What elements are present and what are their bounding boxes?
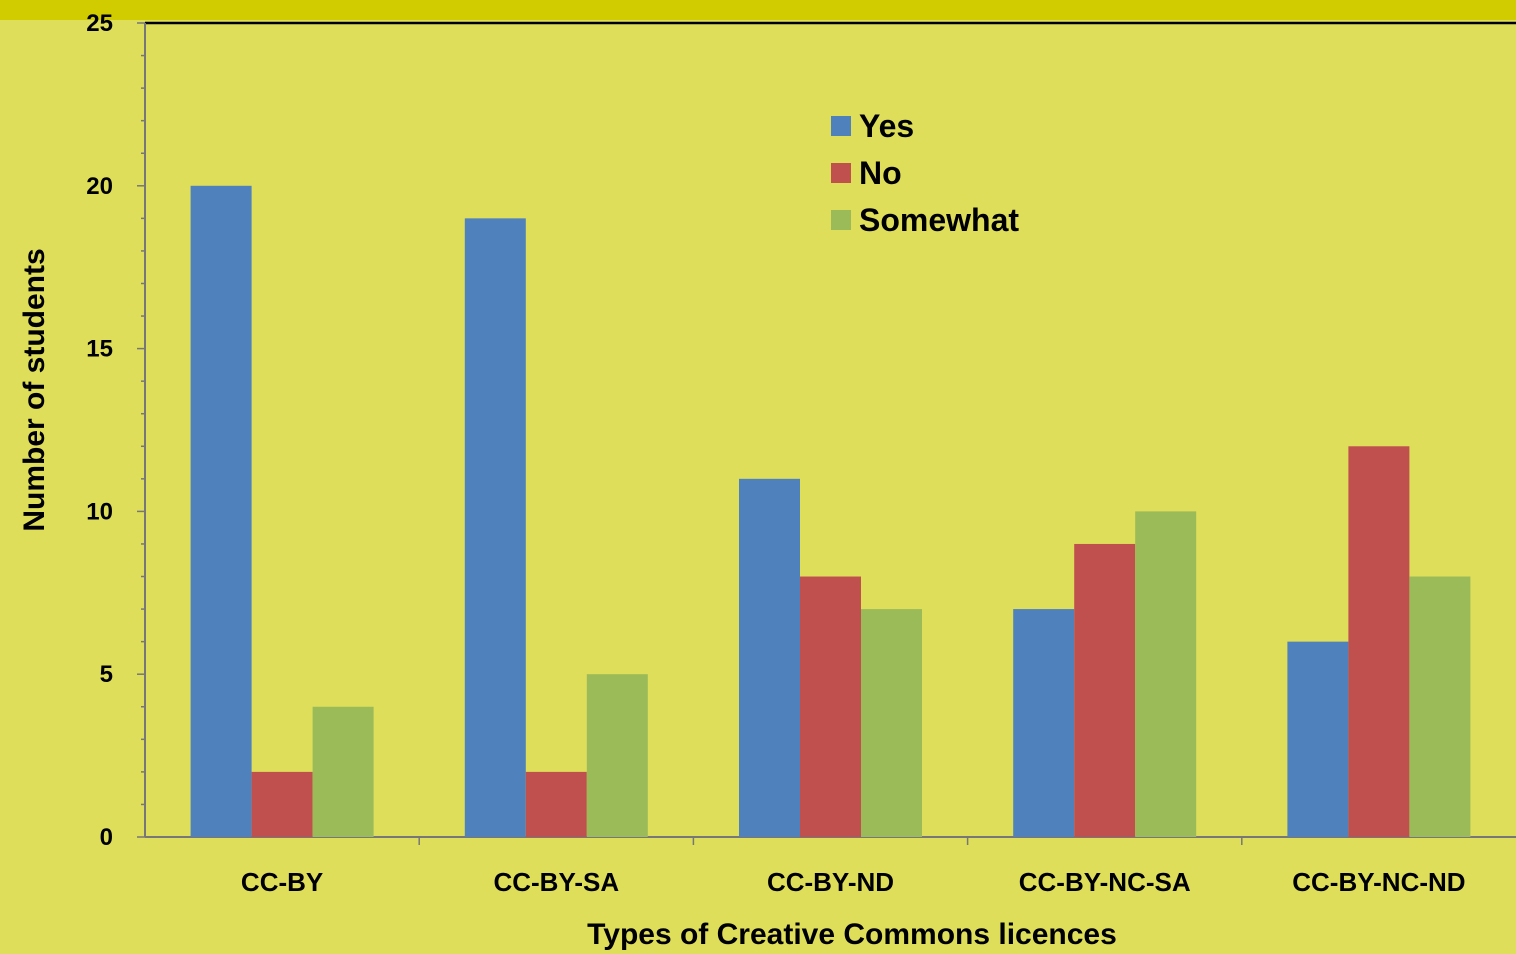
y-tick-label: 10 — [86, 498, 113, 525]
x-axis-title: Types of Creative Commons licences — [587, 918, 1117, 951]
bar-no-cc-by — [251, 771, 313, 837]
x-tick-label: CC-BY — [241, 867, 323, 897]
legend-swatch-somewhat — [831, 210, 851, 230]
legend-label-somewhat: Somewhat — [859, 202, 1019, 238]
x-tick-label: CC-BY-SA — [493, 867, 619, 897]
y-tick-label: 15 — [86, 336, 113, 363]
bar-no-cc-by-nc-nd — [1348, 446, 1410, 837]
y-axis-title: Number of students — [18, 248, 51, 531]
bar-no-cc-by-nc-sa — [1074, 543, 1136, 837]
y-tick-label: 5 — [100, 661, 113, 688]
bar-somewhat-cc-by-nc-sa — [1135, 511, 1197, 837]
bar-somewhat-cc-by — [312, 706, 374, 837]
x-tick-label: CC-BY-ND — [767, 867, 894, 897]
y-tick-label: 25 — [86, 10, 113, 37]
bar-somewhat-cc-by-sa — [586, 674, 648, 837]
legend-swatch-no — [831, 163, 851, 183]
legend: Yes No Somewhat — [831, 108, 1019, 238]
bar-somewhat-cc-by-nc-nd — [1409, 576, 1471, 837]
bar-no-cc-by-sa — [525, 771, 587, 837]
x-tick-label: CC-BY-NC-SA — [1019, 867, 1191, 897]
x-tick-label: CC-BY-NC-ND — [1292, 867, 1465, 897]
legend-label-no: No — [859, 155, 902, 191]
y-tick-label: 20 — [86, 173, 113, 200]
top-band — [0, 0, 1516, 20]
legend-label-yes: Yes — [859, 108, 914, 144]
bar-somewhat-cc-by-nd — [861, 609, 922, 837]
bar-yes-cc-by-nd — [739, 478, 800, 837]
bar-yes-cc-by — [190, 185, 252, 838]
bar-yes-cc-by-sa — [464, 218, 526, 838]
bars — [190, 185, 1471, 838]
bar-yes-cc-by-nc-sa — [1013, 609, 1075, 837]
bar-yes-cc-by-nc-nd — [1287, 641, 1349, 837]
legend-swatch-yes — [831, 116, 851, 136]
y-axis-ticks: 0 5 10 15 20 25 — [86, 10, 145, 851]
x-axis-ticks: CC-BY CC-BY-SA CC-BY-ND CC-BY-NC-SA CC-BY-NC… — [241, 837, 1466, 897]
bar-no-cc-by-nd — [800, 576, 861, 837]
y-tick-label: 0 — [100, 824, 113, 851]
